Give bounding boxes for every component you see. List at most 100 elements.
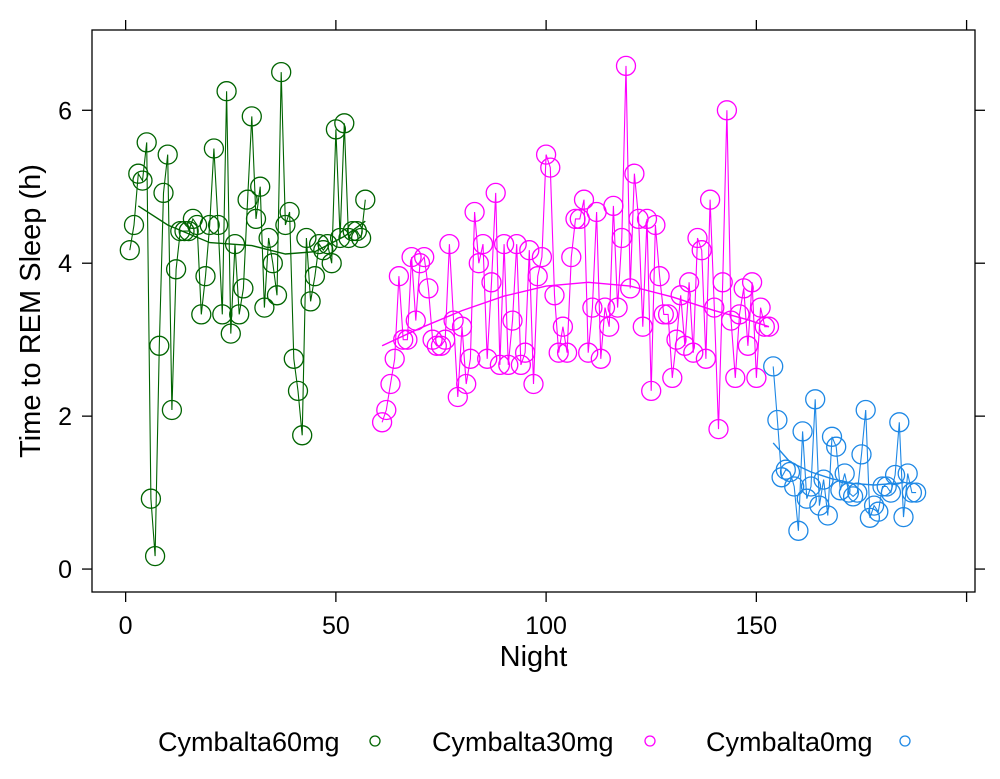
data-point <box>414 246 435 268</box>
data-point <box>561 246 582 268</box>
y-tick-label: 0 <box>58 556 72 584</box>
plot-frame <box>91 29 976 593</box>
data-point <box>792 421 813 442</box>
data-point <box>657 304 679 325</box>
data-point <box>611 227 632 249</box>
data-point <box>292 425 313 446</box>
x-tick-label: 50 <box>322 612 350 640</box>
data-point <box>456 373 477 395</box>
data-point <box>207 214 229 236</box>
data-point <box>409 253 431 274</box>
data-point <box>371 412 393 433</box>
series-line-cymbalta0mg <box>772 366 917 531</box>
data-point <box>338 227 359 249</box>
y-axis-title: Time to REM Sleep (h) <box>15 164 47 458</box>
data-point <box>826 436 847 457</box>
data-point <box>607 297 628 318</box>
data-point <box>708 418 729 440</box>
data-point <box>565 208 586 230</box>
y-tick-label: 6 <box>58 97 72 125</box>
data-point <box>838 482 860 503</box>
data-point <box>851 444 872 465</box>
data-point <box>746 367 767 389</box>
data-point <box>695 348 717 369</box>
data-point <box>796 488 817 509</box>
data-point <box>233 278 254 299</box>
data-point <box>552 316 574 337</box>
data-point <box>384 348 405 369</box>
data-point <box>498 354 519 376</box>
data-point <box>350 227 372 249</box>
data-point <box>754 316 775 337</box>
data-point <box>241 106 262 127</box>
data-point <box>132 170 153 191</box>
data-point <box>842 486 864 507</box>
data-point <box>149 335 170 356</box>
data-point <box>641 380 662 402</box>
data-point <box>784 476 805 497</box>
data-point <box>296 227 317 249</box>
y-tick-label: 4 <box>58 250 72 278</box>
series-line-cymbalta30mg <box>381 65 769 430</box>
data-point <box>729 304 750 325</box>
data-point <box>460 348 481 369</box>
data-point <box>683 342 704 363</box>
data-point <box>481 272 502 293</box>
data-point <box>136 132 157 153</box>
data-point <box>342 220 363 242</box>
data-point <box>216 81 237 102</box>
data-point <box>506 233 527 255</box>
smooth-curve-cymbalta60mg <box>137 205 366 255</box>
data-point <box>199 214 220 236</box>
data-point <box>355 189 376 210</box>
data-point <box>224 233 246 255</box>
data-point <box>737 335 759 356</box>
data-point <box>901 482 923 503</box>
data-point <box>245 208 267 230</box>
data-point <box>195 266 216 287</box>
data-point <box>271 61 292 83</box>
data-point <box>847 482 868 503</box>
legend-symbol-cymbalta60mg <box>369 735 381 747</box>
data-point <box>741 272 763 293</box>
data-point <box>123 214 145 236</box>
data-point <box>346 220 368 242</box>
data-points <box>119 55 927 567</box>
data-point <box>283 348 304 369</box>
data-point <box>254 297 275 318</box>
data-point <box>716 100 738 121</box>
data-point <box>430 335 452 356</box>
data-point <box>523 373 544 395</box>
data-point <box>397 329 418 350</box>
data-point <box>477 348 498 369</box>
series-line-cymbalta60mg <box>129 72 366 557</box>
x-tick-label: 0 <box>119 612 133 640</box>
data-point <box>712 272 733 293</box>
data-point <box>485 182 506 204</box>
data-point <box>304 266 326 287</box>
data-point <box>645 214 666 236</box>
data-point <box>527 266 548 287</box>
data-point <box>653 304 674 325</box>
data-point <box>905 482 927 503</box>
data-point <box>821 426 843 447</box>
data-point <box>704 297 725 318</box>
data-point <box>191 304 212 325</box>
data-point <box>388 266 410 287</box>
data-point <box>451 316 473 337</box>
data-point <box>897 463 918 484</box>
data-point <box>468 253 489 274</box>
data-point <box>620 278 641 299</box>
legend-label-cymbalta60mg: Cymbalta60mg <box>158 727 340 757</box>
data-point <box>376 399 397 421</box>
data-point <box>510 354 532 376</box>
x-tick-label: 150 <box>735 612 777 640</box>
data-point <box>418 278 439 299</box>
data-point <box>439 233 460 255</box>
data-point <box>174 220 195 242</box>
legend-label-cymbalta30mg: Cymbalta30mg <box>432 727 614 757</box>
data-point <box>275 214 296 236</box>
x-tick-label: 100 <box>525 612 567 640</box>
data-point <box>889 412 910 433</box>
data-point <box>603 195 624 217</box>
